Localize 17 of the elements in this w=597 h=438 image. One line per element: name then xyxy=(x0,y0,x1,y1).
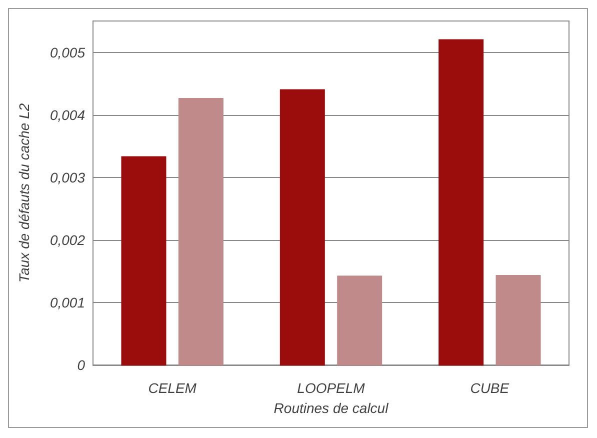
bar xyxy=(496,275,541,366)
bar xyxy=(337,276,382,366)
y-tick-label: 0,002 xyxy=(50,232,86,248)
x-tick-label: LOOPELM xyxy=(297,380,366,396)
y-tick-label: 0,001 xyxy=(50,294,85,310)
y-tick-label: 0,004 xyxy=(50,106,86,123)
bar xyxy=(178,98,224,366)
x-tick-label: CUBE xyxy=(470,380,510,396)
bar xyxy=(121,156,166,366)
y-tick-label: 0 xyxy=(77,357,86,373)
x-axis-title: Routines de calcul xyxy=(274,400,390,416)
y-tick-label: 0,005 xyxy=(50,44,86,60)
x-tick-label: CELEM xyxy=(148,380,197,396)
bar xyxy=(280,89,325,366)
y-tick-label: 0,003 xyxy=(50,169,86,186)
bar xyxy=(438,39,484,366)
y-axis-title: Taux de défauts du cache L2 xyxy=(16,103,32,283)
